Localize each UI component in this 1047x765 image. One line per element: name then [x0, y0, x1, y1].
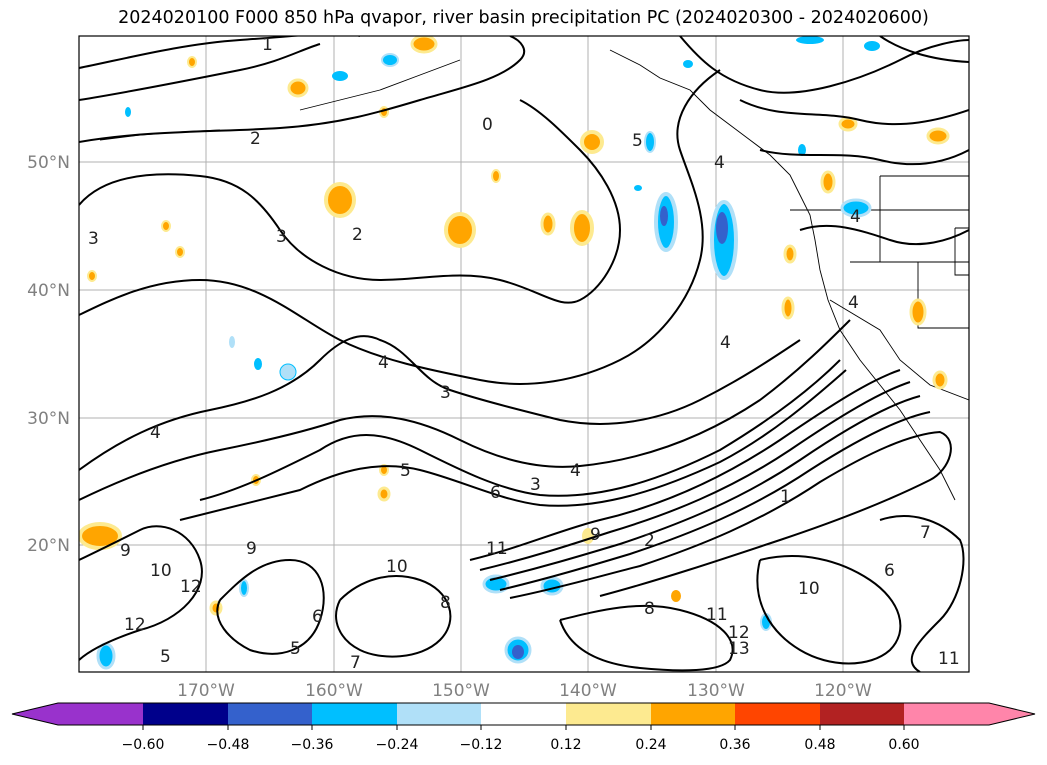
contour-label: 4 [714, 153, 725, 173]
contour-label: 10 [798, 579, 820, 599]
colorbar-segment [481, 703, 566, 725]
colorbar-segment [820, 703, 904, 725]
map-panel: 0 1 2 2 3 3 4 4 5 4 4 3 4 4 5 4 3 6 9 9 … [79, 35, 969, 673]
colorbar-tick: −0.12 [460, 737, 503, 753]
lat-label: 20°N [27, 536, 70, 556]
colorbar-tick: −0.48 [207, 737, 250, 753]
contour-label: 8 [440, 593, 451, 613]
longitude-labels: 170°W 160°W 150°W 140°W 130°W 120°W [177, 681, 872, 701]
colorbar-tick: 0.12 [550, 737, 581, 753]
contour-label: 9 [590, 525, 601, 545]
colorbar-extend-max [989, 703, 1035, 725]
colorbar-tick: 0.36 [719, 737, 750, 753]
contour-label: 10 [386, 557, 408, 577]
colorbar-segment [566, 703, 651, 725]
contour-label: 13 [728, 639, 750, 659]
colorbar-tick: 0.60 [888, 737, 919, 753]
contour-label: 10 [150, 561, 172, 581]
contour-label: 8 [644, 599, 655, 619]
colorbar-extend-min [12, 703, 58, 725]
contour-label: 7 [920, 523, 931, 543]
colorbar-segment [651, 703, 735, 725]
lon-label: 130°W [687, 681, 745, 701]
contour-label: 3 [440, 383, 451, 403]
contour-label: 7 [350, 653, 361, 673]
contour-label: 5 [400, 461, 411, 481]
contour-label: 1 [262, 35, 273, 55]
colorbar-segment [904, 703, 989, 725]
contour-label: 2 [352, 225, 363, 245]
colorbar-segment [735, 703, 820, 725]
contour-label: 4 [720, 333, 731, 353]
colorbar-tick: −0.24 [376, 737, 419, 753]
colorbar: −0.60 −0.48 −0.36 −0.24 −0.12 0.12 0.24 … [11, 702, 1036, 753]
contour-label: 4 [570, 461, 581, 481]
contour-label: 4 [378, 353, 389, 373]
contour-label: 5 [160, 647, 171, 667]
latitude-labels: 50°N 40°N 30°N 20°N [27, 153, 70, 556]
contour-label: 9 [246, 539, 257, 559]
colorbar-tick: −0.60 [122, 737, 165, 753]
colorbar-segment [228, 703, 312, 725]
colorbar-segment [143, 703, 228, 725]
lon-label: 170°W [177, 681, 235, 701]
map-title: 2024020100 F000 850 hPa qvapor, river ba… [118, 8, 929, 28]
contour-label: 0 [482, 115, 493, 135]
contour-label: 1 [780, 487, 791, 507]
contour-label: 2 [644, 531, 655, 551]
contour-label: 4 [150, 423, 161, 443]
contour-label: 4 [850, 207, 861, 227]
contour-label: 3 [88, 229, 99, 249]
lat-label: 50°N [27, 153, 70, 173]
contour-label: 3 [276, 227, 287, 247]
contour-label: 6 [312, 607, 323, 627]
colorbar-tick: 0.48 [804, 737, 835, 753]
contour-label: 12 [180, 577, 202, 597]
colorbar-segment [312, 703, 397, 725]
contour-label: 11 [706, 605, 728, 625]
colorbar-tick: 0.24 [635, 737, 666, 753]
lon-label: 160°W [305, 681, 363, 701]
contour-label: 4 [848, 293, 859, 313]
contour-label: 11 [486, 539, 508, 559]
contour-labels: 0 1 2 2 3 3 4 4 5 4 4 3 4 4 5 4 3 6 9 9 … [88, 35, 960, 673]
contour-label: 12 [728, 623, 750, 643]
lon-label: 140°W [559, 681, 617, 701]
colorbar-segment [58, 703, 143, 725]
colorbar-outline [11, 702, 1036, 726]
precip-shading [79, 36, 950, 670]
contour-label: 5 [290, 639, 301, 659]
contour-label: 6 [490, 483, 501, 503]
contour-label: 2 [250, 129, 261, 149]
colorbar-segment [397, 703, 481, 725]
contour-label: 12 [124, 615, 146, 635]
contour-label: 9 [120, 541, 131, 561]
map-frame [78, 35, 970, 673]
contour-label: 5 [632, 131, 643, 151]
lat-label: 30°N [27, 409, 70, 429]
lon-label: 150°W [432, 681, 490, 701]
lon-label: 120°W [814, 681, 872, 701]
contour-label: 6 [884, 561, 895, 581]
contour-label: 3 [530, 475, 541, 495]
lat-label: 40°N [27, 281, 70, 301]
colorbar-tick: −0.36 [291, 737, 334, 753]
qvapor-contours [79, 36, 969, 672]
contour-label: 11 [938, 649, 960, 669]
